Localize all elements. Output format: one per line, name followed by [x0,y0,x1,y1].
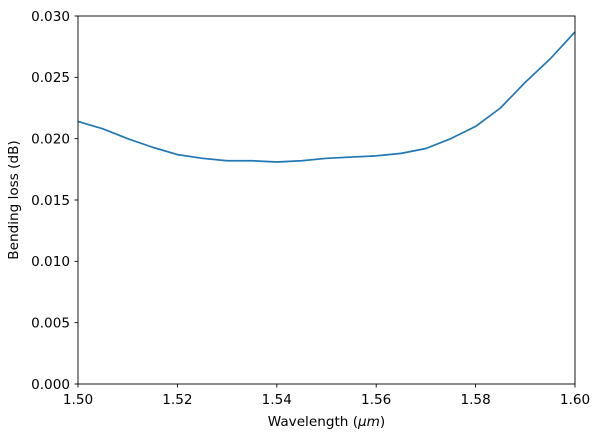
y-tick-label: 0.005 [31,315,70,331]
y-axis-label: Bending loss (dB) [6,140,22,259]
curve-group [77,31,576,163]
x-axis-ticks: 1.50 1.52 1.54 1.56 1.58 1.60 [63,384,590,408]
y-tick-label: 0.025 [31,70,70,86]
y-tick-label: 0.030 [31,9,70,25]
x-tick-label: 1.54 [262,392,292,408]
x-tick-label: 1.52 [162,392,192,408]
x-tick-label: 1.60 [560,392,590,408]
y-axis-ticks: 0.000 0.005 0.010 0.015 0.020 0.025 0.030 [31,9,78,393]
plot-area [78,16,575,384]
x-axis-label: Wavelength (μm) [268,414,385,430]
y-tick-label: 0.000 [31,377,70,393]
x-tick-label: 1.50 [63,392,93,408]
y-tick-label: 0.010 [31,254,70,270]
y-tick-label: 0.015 [31,193,70,209]
x-axis-label-post: ) [380,414,385,430]
x-axis-label-unit: μm [357,414,380,430]
x-tick-label: 1.58 [460,392,490,408]
data-series-line [77,31,576,163]
x-axis-label-pre: Wavelength ( [268,414,358,430]
y-tick-label: 0.020 [31,131,70,147]
x-tick-label: 1.56 [361,392,391,408]
